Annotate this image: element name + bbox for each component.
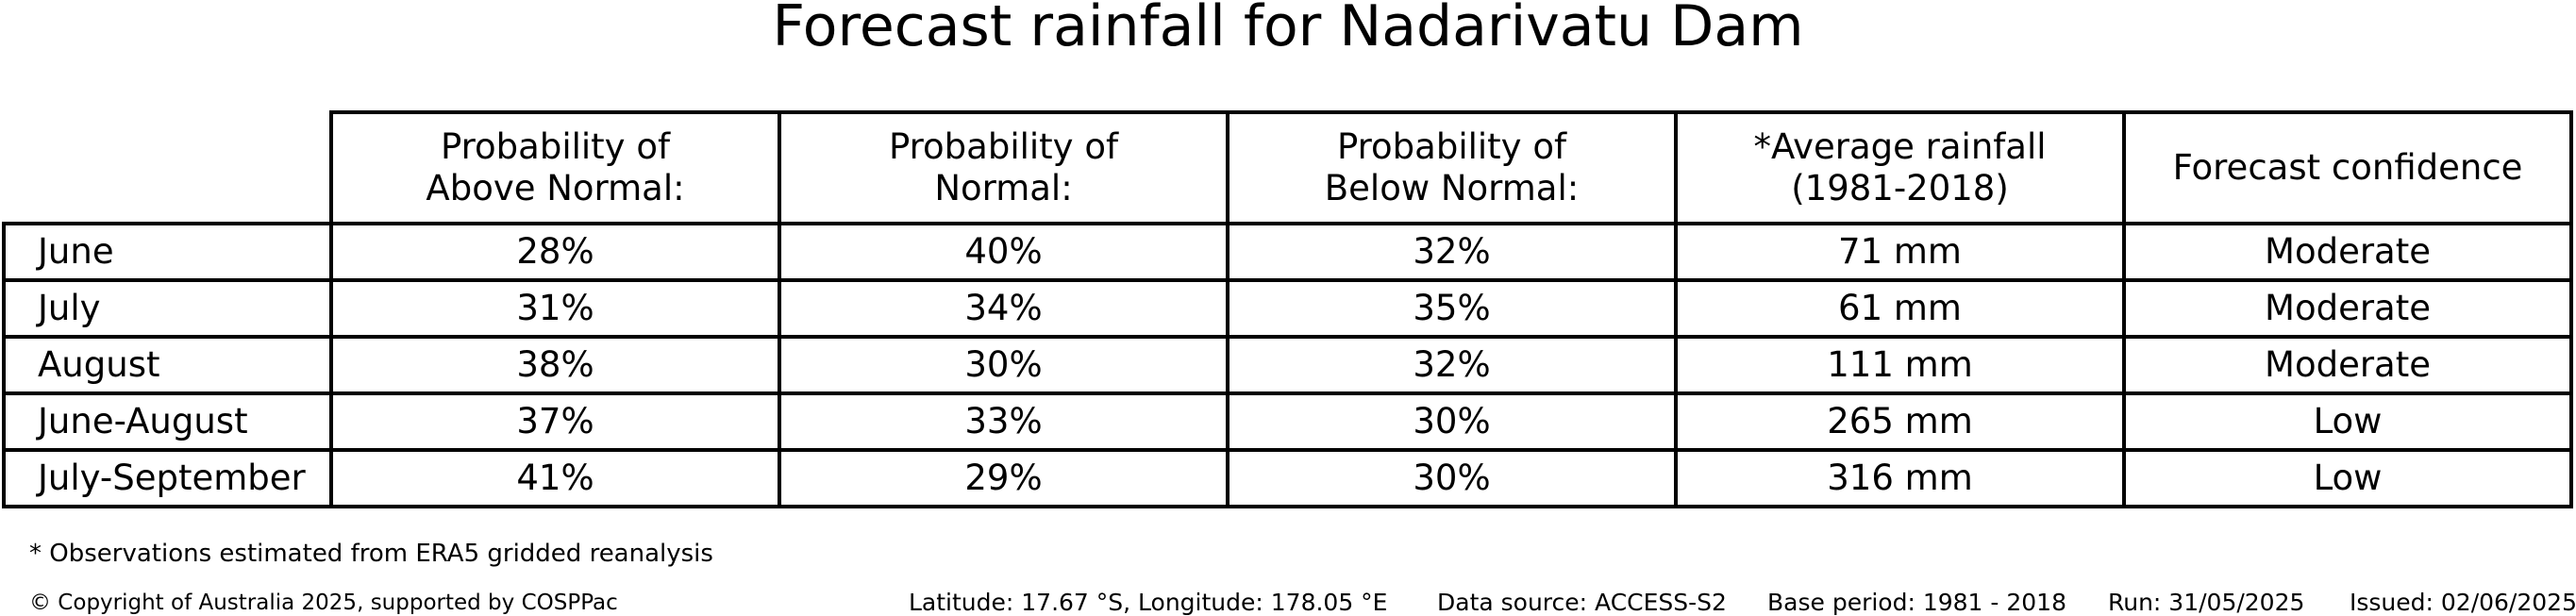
cell-below-normal: 30% [1226,391,1678,452]
cell-below-normal: 32% [1226,335,1678,395]
footnote: * Observations estimated from ERA5 gridd… [29,540,713,568]
cell-normal: 34% [778,278,1229,339]
cell-average-rainfall: 61 mm [1674,278,2126,339]
row-period-label: July [2,278,333,339]
table-corner-cell [4,112,333,225]
cell-above-normal: 37% [329,391,781,452]
cell-above-normal: 31% [329,278,781,339]
cell-normal: 29% [778,448,1229,508]
column-header-average-rainfall: *Average rainfall (1981-2018) [1674,110,2126,225]
cell-normal: 40% [778,222,1229,282]
base-period-text: Base period: 1981 - 2018 [1767,589,2066,616]
row-period-label: June [2,222,333,282]
forecast-table: Probability of Above Normal: Probability… [2,110,2573,508]
cell-above-normal: 38% [329,335,781,395]
data-source-text: Data source: ACCESS-S2 [1437,589,1727,616]
table-row: June-August 37% 33% 30% 265 mm Low [2,391,2573,452]
cell-average-rainfall: 71 mm [1674,222,2126,282]
cell-forecast-confidence: Low [2122,391,2573,452]
cell-below-normal: 30% [1226,448,1678,508]
table-header-row: Probability of Above Normal: Probability… [4,110,2573,225]
run-date-text: Run: 31/05/2025 [2108,589,2305,616]
cell-normal: 33% [778,391,1229,452]
table-row: June 28% 40% 32% 71 mm Moderate [2,222,2573,282]
cell-average-rainfall: 111 mm [1674,335,2126,395]
cell-above-normal: 41% [329,448,781,508]
cell-above-normal: 28% [329,222,781,282]
cell-average-rainfall: 265 mm [1674,391,2126,452]
table-row: August 38% 30% 32% 111 mm Moderate [2,335,2573,395]
cell-forecast-confidence: Moderate [2122,278,2573,339]
row-period-label: June-August [2,391,333,452]
cell-forecast-confidence: Moderate [2122,335,2573,395]
row-period-label: July-September [2,448,333,508]
cell-below-normal: 32% [1226,222,1678,282]
cell-below-normal: 35% [1226,278,1678,339]
row-period-label: August [2,335,333,395]
column-header-forecast-confidence: Forecast confidence [2122,110,2573,225]
cell-normal: 30% [778,335,1229,395]
location-text: Latitude: 17.67 °S, Longitude: 178.05 °E [909,589,1388,616]
table-row: July-September 41% 29% 30% 316 mm Low [2,448,2573,508]
table-row: July 31% 34% 35% 61 mm Moderate [2,278,2573,339]
cell-average-rainfall: 316 mm [1674,448,2126,508]
page-title: Forecast rainfall for Nadarivatu Dam [772,0,1804,59]
issued-date-text: Issued: 02/06/2025 [2350,589,2576,616]
column-header-below-normal: Probability of Below Normal: [1226,110,1678,225]
copyright-text: © Copyright of Australia 2025, supported… [29,591,618,615]
column-header-above-normal: Probability of Above Normal: [329,110,781,225]
cell-forecast-confidence: Moderate [2122,222,2573,282]
cell-forecast-confidence: Low [2122,448,2573,508]
column-header-normal: Probability of Normal: [778,110,1229,225]
